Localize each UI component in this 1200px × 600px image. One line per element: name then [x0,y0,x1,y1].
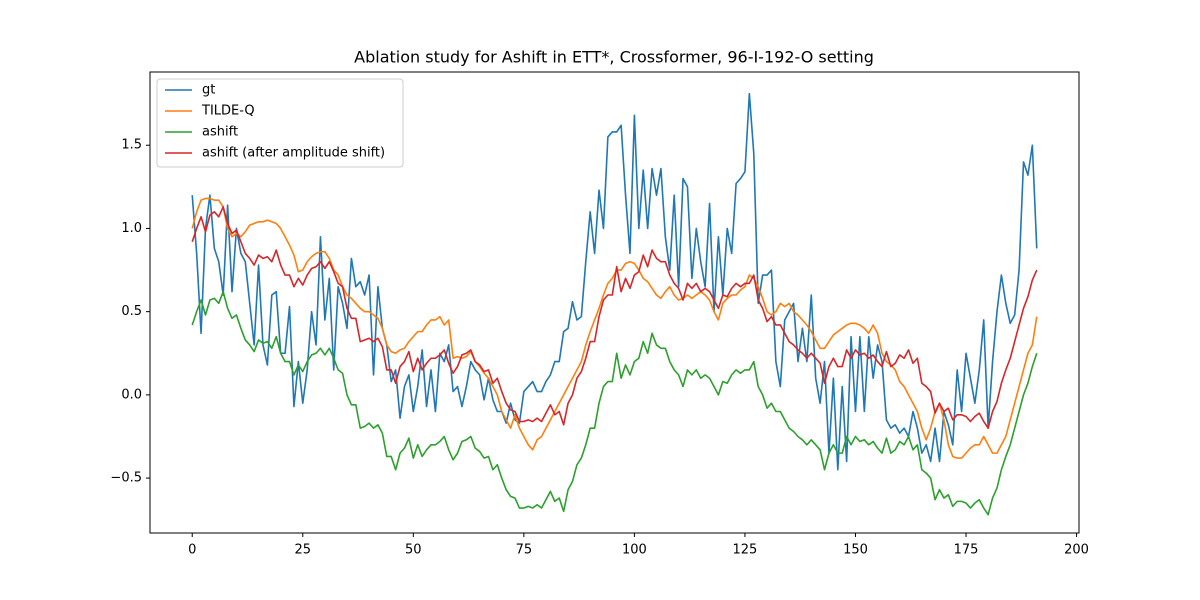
x-tick-label: 200 [1064,543,1089,558]
plot-frame [149,71,1080,534]
data-line [191,290,1038,516]
x-tick-label: 175 [954,543,979,558]
x-tick-label: 25 [294,543,311,558]
x-tick-label: 150 [843,543,868,558]
legend-box [156,78,404,168]
legend-label: TILDE-Q [201,104,255,119]
y-tick-label: −0.5 [110,471,142,486]
chart-title: Ablation study for Ashift in ETT*, Cross… [354,48,874,67]
y-tick-label: 0.0 [121,387,142,402]
data-line [191,206,1038,429]
x-tick-label: 125 [733,543,758,558]
x-tick-label: 50 [405,543,422,558]
x-tick-label: 75 [516,543,533,558]
x-tick-label: 0 [188,543,196,558]
y-tick-label: 0.5 [121,304,142,319]
y-tick-label: 1.0 [121,221,142,236]
legend-label: ashift (after amplitude shift) [202,146,385,161]
y-tick-label: 1.5 [121,138,142,153]
x-tick-label: 100 [622,543,647,558]
legend-label: gt [202,83,215,98]
legend: gt TILDE-Q ashift ashift (after amplitude s… [156,78,404,168]
legend-label: ashift [202,125,238,140]
